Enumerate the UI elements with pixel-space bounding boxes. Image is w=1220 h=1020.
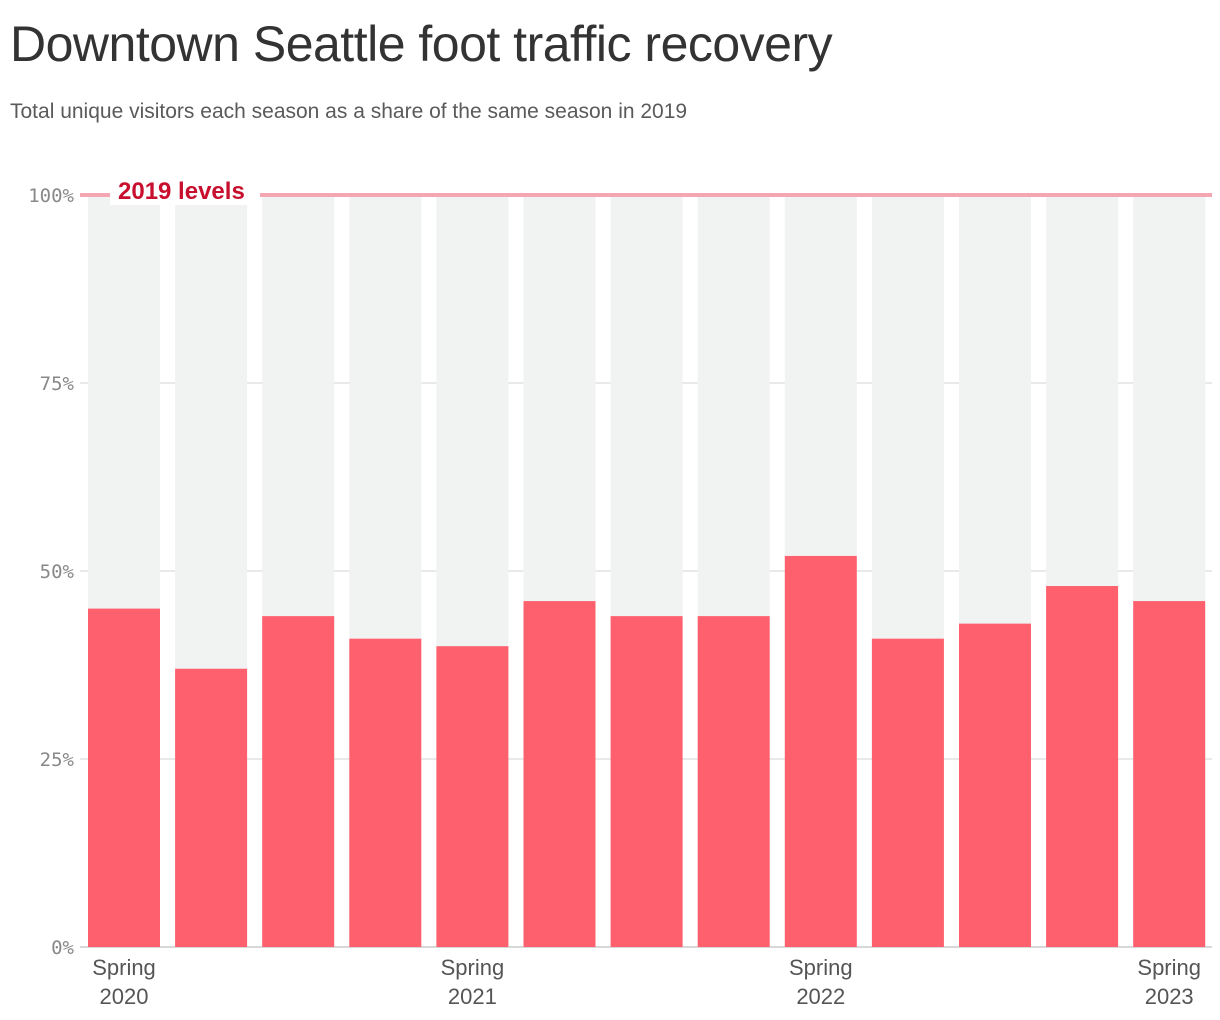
reference-line-label: 2019 levels xyxy=(118,178,245,205)
reference-line-group: 2019 levels xyxy=(80,178,1212,205)
x-tick-label: Spring xyxy=(1137,955,1201,980)
x-tick-label: Spring xyxy=(441,955,505,980)
bar: Fall 2022: 43% xyxy=(959,623,1031,947)
bar: Summer 2022: 41% xyxy=(871,638,944,947)
y-tick-label: 100% xyxy=(28,185,74,207)
x-tick-label: 2021 xyxy=(448,984,497,1009)
reference-label-background xyxy=(110,179,260,205)
y-tick-label: 75% xyxy=(40,373,75,395)
bar: Spring 2022: 52% xyxy=(784,555,857,947)
x-tick-label: 2020 xyxy=(100,984,149,1009)
bar: Winter 2021: 44% xyxy=(697,616,770,947)
x-tick-label: 2023 xyxy=(1145,984,1194,1009)
x-tick-label: Spring xyxy=(789,955,853,980)
y-tick-label: 0% xyxy=(51,937,74,959)
x-tick-label: Spring xyxy=(92,955,156,980)
y-tick-label: 25% xyxy=(40,749,75,771)
axes: 0% 25% 50% 75% 100% Spring 2020 Spring 2021 Sprin… xyxy=(28,185,1201,1009)
chart-title: Downtown Seattle foot traffic recovery xyxy=(10,16,833,72)
x-tick-label: 2022 xyxy=(796,984,845,1009)
bar: Summer 2021: 46% xyxy=(523,601,596,947)
bar: Fall 2020: 44% xyxy=(262,616,335,947)
bar: Winter 2020: 41% xyxy=(349,638,422,947)
y-tick-label: 50% xyxy=(40,561,75,583)
bars: Spring 2020: 45%Summer 2020: 37%Fall 202… xyxy=(88,195,1206,947)
bar: Summer 2020: 37% xyxy=(175,668,248,947)
bar: Spring 2021: 40% xyxy=(436,646,509,947)
bar: Spring 2020: 45% xyxy=(88,608,160,947)
bar: Spring 2023: 46% xyxy=(1133,601,1206,947)
bar: Fall 2021: 44% xyxy=(610,616,683,947)
chart-subtitle: Total unique visitors each season as a s… xyxy=(10,100,688,123)
bar: Winter 2022: 48% xyxy=(1046,586,1119,947)
